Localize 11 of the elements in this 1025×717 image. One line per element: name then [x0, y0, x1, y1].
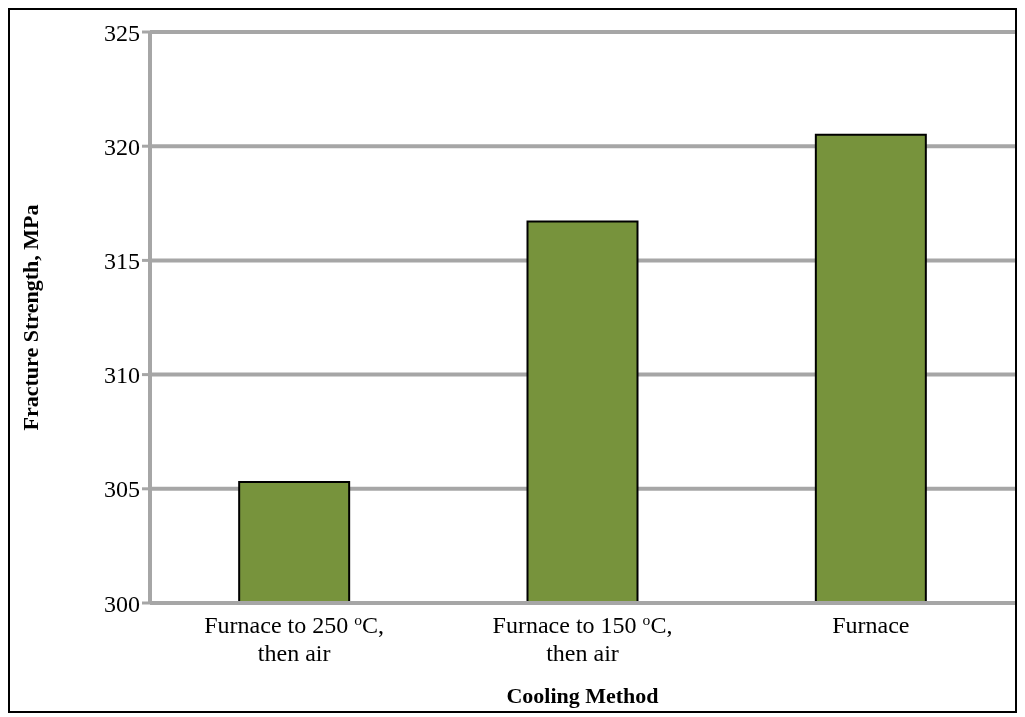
y-axis-title: Fracture Strength, MPa [17, 204, 43, 431]
x-axis-title: Cooling Method [506, 683, 659, 708]
y-tick-label: 320 [104, 133, 140, 160]
x-tick-label: Furnace [832, 612, 910, 638]
y-tick-label: 325 [104, 19, 140, 46]
y-tick-label: 300 [104, 590, 140, 617]
category-label: Furnace to 150 $^{o}$C, then air [492, 610, 673, 666]
y-tick-label: 310 [104, 362, 140, 389]
y-tick-label: 305 [104, 476, 140, 503]
y-tick-label: 315 [104, 247, 140, 274]
category-label: Furnace to 250 $^{o}$C, then air [204, 610, 385, 666]
